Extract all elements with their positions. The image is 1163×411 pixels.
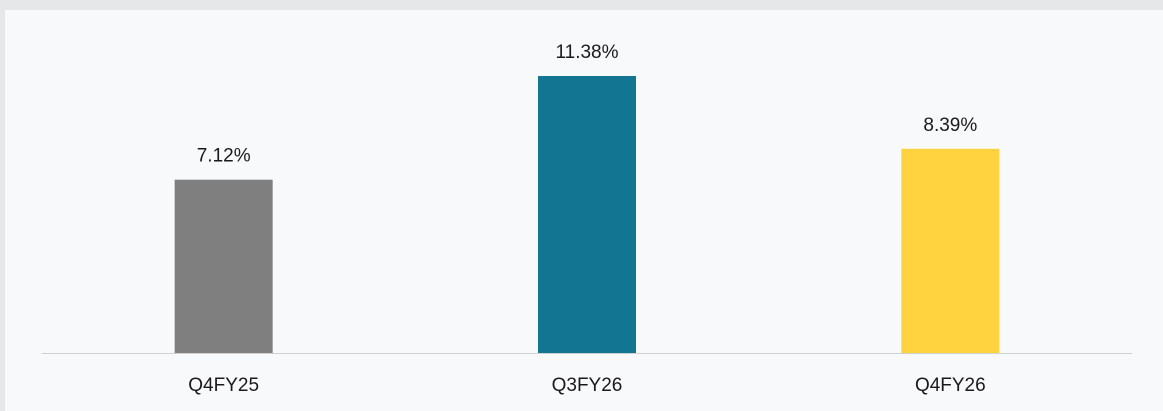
data-label: 11.38% (555, 42, 618, 63)
data-label: 7.12% (197, 146, 251, 167)
data-label: 8.39% (923, 115, 977, 136)
bar (174, 179, 273, 353)
bar (538, 76, 636, 353)
x-tick-label: Q4FY26 (915, 375, 986, 396)
x-tick-label: Q3FY26 (552, 375, 623, 396)
bar (901, 148, 1000, 353)
x-tick-label: Q4FY25 (188, 375, 259, 396)
